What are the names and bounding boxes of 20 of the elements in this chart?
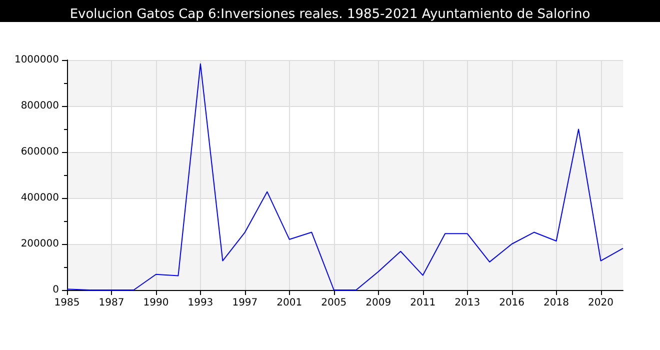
x-tick-label: 2005: [321, 298, 347, 308]
x-tick-label: 2011: [410, 298, 436, 308]
x-tick-label: 1990: [143, 298, 169, 308]
x-tick-label: 1987: [98, 298, 124, 308]
y-tick-label: 0: [52, 284, 59, 296]
x-tick-label: 2016: [499, 298, 525, 308]
y-tick-label: 600000: [20, 146, 59, 158]
y-tick-label: 400000: [20, 192, 59, 204]
y-tick-label: 1000000: [14, 54, 59, 66]
x-tick-label: 2001: [276, 298, 302, 308]
x-tick-label: 1985: [54, 298, 80, 308]
x-tick-label: 2020: [588, 298, 614, 308]
x-tick-label: 1997: [232, 298, 258, 308]
y-tick-label: 200000: [20, 238, 59, 250]
x-tick-label: 2013: [454, 298, 480, 308]
x-tick-label: 1993: [188, 298, 214, 308]
y-tick-label: 800000: [20, 100, 59, 112]
x-tick-label: 2018: [544, 298, 570, 308]
chart-title: Evolucion Gatos Cap 6:Inversiones reales. 1985-2021 Ayuntamiento de Salorino: [70, 7, 590, 22]
x-tick-label: 2009: [366, 298, 392, 308]
